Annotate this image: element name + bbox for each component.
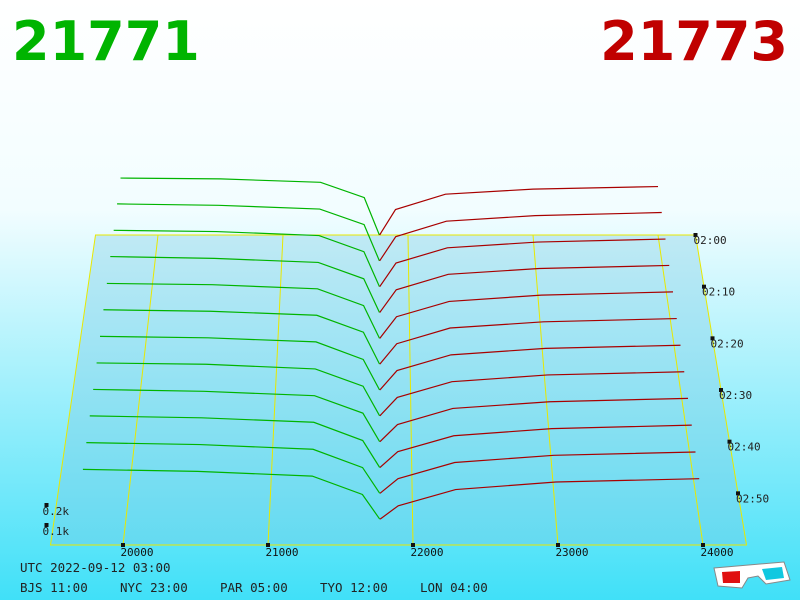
time-tick: [736, 491, 740, 496]
bids-depth-line: [96, 362, 381, 417]
time-tick: [719, 388, 723, 392]
asks-depth-line: [379, 451, 696, 494]
floor: [49, 234, 748, 546]
asks-depth-line: [379, 211, 662, 262]
asks-depth-line: [379, 264, 670, 313]
ask-price: 21773: [600, 10, 788, 73]
price-grid-line: [267, 234, 284, 546]
asks-depth-line: [379, 478, 700, 520]
plot: 20000 21000 22000 23000 24000 02:00 02:10 02:20…: [43, 177, 769, 559]
price-grid-line: [657, 234, 704, 546]
price-tick: [556, 543, 560, 547]
price-tick: [701, 543, 705, 547]
bids-depth-line: [103, 309, 381, 365]
time-tick-label: 02:40: [728, 441, 761, 454]
zones: BJS 11:00 NYC 23:00 PAR 05:00 TYO 12:00 LON …: [20, 580, 488, 595]
price-tick: [411, 543, 415, 547]
bid-price: 21771: [12, 10, 200, 73]
bids-depth-line: [106, 282, 381, 339]
time-tick: [702, 284, 706, 289]
utc-time: UTC 2022-09-12 03:00: [20, 560, 171, 575]
price-tick-label: 24000: [700, 546, 733, 559]
zone-time: PAR 05:00: [220, 580, 288, 595]
asks-depth-line: [379, 238, 666, 288]
price-tick: [121, 543, 125, 547]
bids-depth-line: [86, 442, 381, 494]
price-tick-label: 20000: [120, 546, 153, 559]
bids-depth-line: [82, 468, 381, 520]
price-tick-label: 23000: [555, 546, 588, 559]
asks-depth-line: [379, 291, 674, 339]
time-tick: [727, 439, 732, 444]
price-grid-line: [532, 234, 559, 546]
depth-tick: [44, 523, 49, 527]
depth-tick: [44, 503, 49, 507]
asks-depth-line: [379, 185, 659, 236]
zone-time: TYO 12:00: [320, 580, 388, 595]
price-tick: [266, 543, 270, 547]
time-tick: [693, 233, 698, 237]
asks-depth-line: [379, 424, 692, 468]
bids-depth-line: [117, 203, 380, 262]
zone-time: LON 04:00: [420, 580, 488, 595]
time-tick-label: 02:00: [694, 234, 727, 247]
depth-tick-label: 0.1k: [43, 525, 70, 538]
bids-depth-line: [93, 388, 381, 442]
bids-depth-line: [99, 335, 381, 391]
time-tick-label: 02:30: [719, 389, 752, 402]
asks-depth-line: [379, 371, 685, 417]
time-tick: [710, 336, 715, 341]
zone-time: NYC 23:00: [120, 580, 188, 595]
bids-depth-line: [120, 177, 380, 236]
glasses-icon[interactable]: [713, 561, 791, 589]
time-tick-label: 02:10: [702, 286, 735, 299]
zone-time: BJS 11:00: [20, 580, 88, 595]
bids-depth-line: [113, 229, 380, 287]
time-tick-label: 02:50: [736, 492, 769, 505]
asks-depth-line: [379, 397, 689, 443]
bids-depth-line: [89, 415, 381, 468]
time-tick-label: 02:20: [711, 337, 744, 350]
price-tick-label: 21000: [265, 546, 298, 559]
depth-tick-label: 0.2k: [43, 505, 70, 518]
asks-depth-line: [379, 344, 681, 391]
price-tick-label: 22000: [410, 546, 443, 559]
asks-depth-line: [379, 317, 677, 365]
bids-depth-line: [110, 255, 381, 313]
